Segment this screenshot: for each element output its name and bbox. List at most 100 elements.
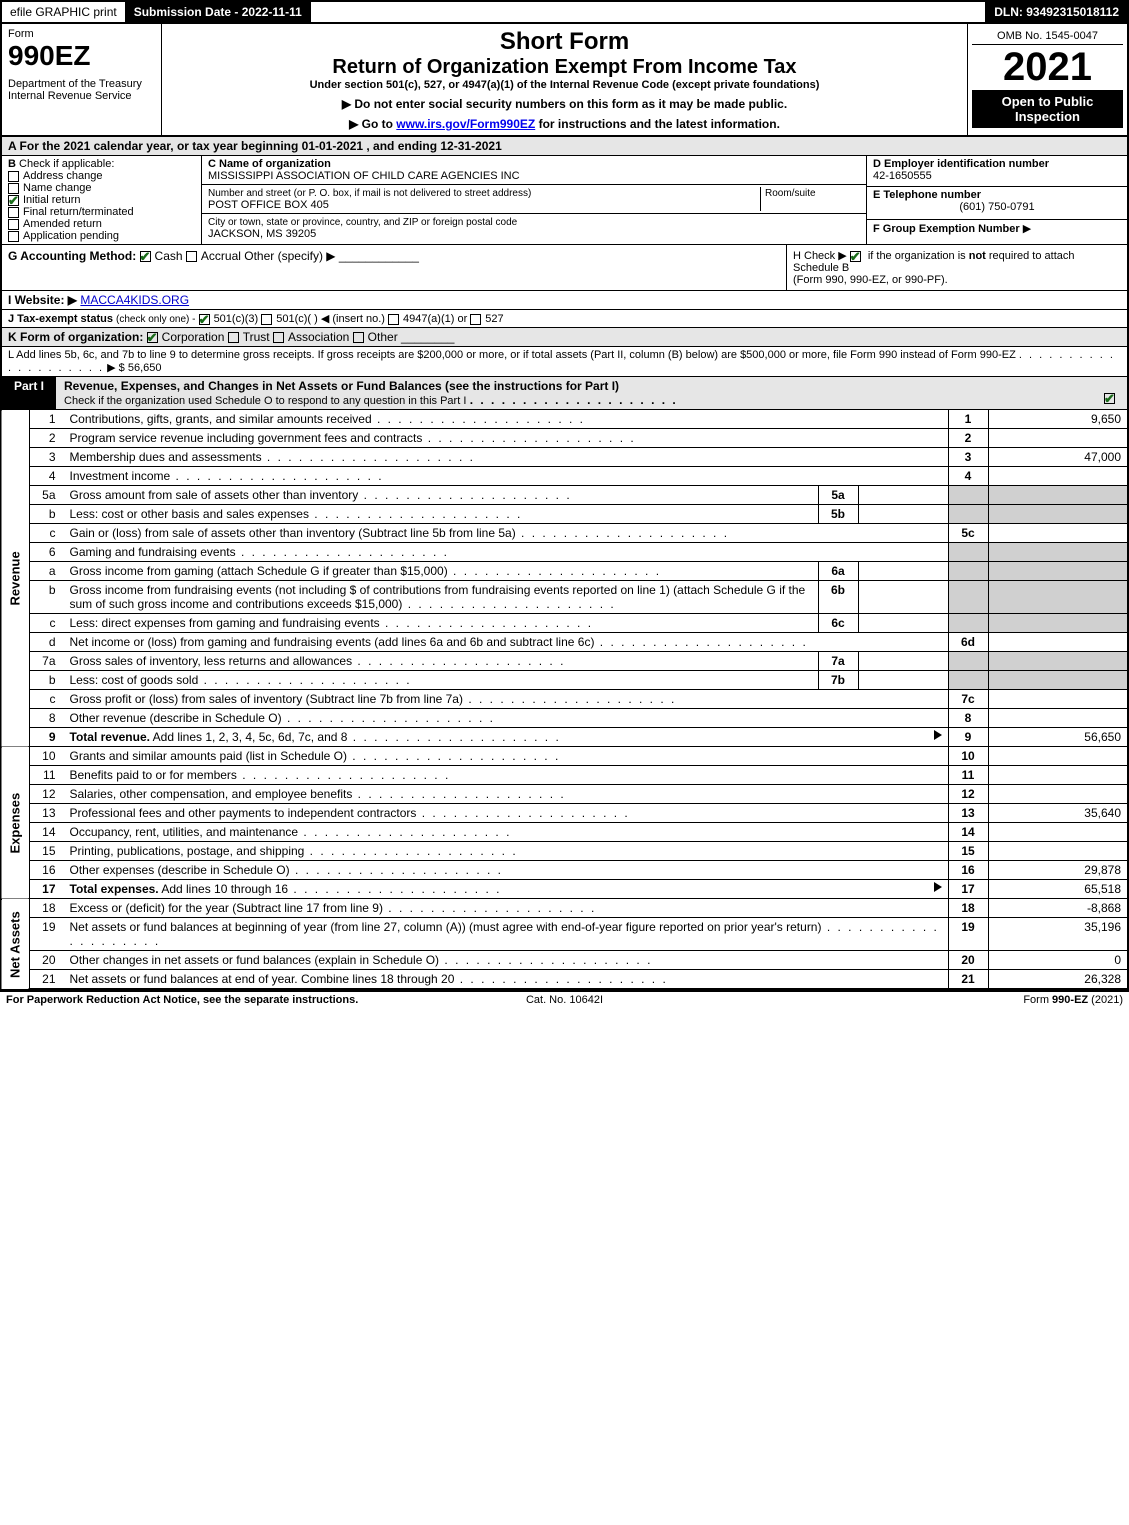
footer-left: For Paperwork Reduction Act Notice, see … (6, 994, 378, 1006)
dln-label: DLN: 93492315018112 (986, 2, 1127, 22)
table-row: Net Assets18Excess or (deficit) for the … (1, 899, 1128, 918)
line-number: c (30, 690, 64, 709)
line-number: 8 (30, 709, 64, 728)
chk-application-pending[interactable] (8, 231, 19, 242)
h-text3: (Form 990, 990-EZ, or 990-PF). (793, 274, 948, 286)
h-not: not (969, 250, 986, 262)
chk-initial-return[interactable] (8, 195, 19, 206)
right-line-no: 17 (948, 880, 988, 899)
dots (422, 431, 635, 445)
footer-right-bold: 990-EZ (1052, 994, 1088, 1006)
line-number: 18 (30, 899, 64, 918)
line-desc: Membership dues and assessments (64, 448, 949, 467)
city-row: City or town, state or province, country… (202, 214, 866, 242)
line-j-row: J Tax-exempt status (check only one) - 5… (0, 310, 1129, 328)
box-b: B Check if applicable: Address change Na… (2, 156, 202, 244)
line-number: a (30, 562, 64, 581)
chk-amended-return[interactable] (8, 219, 19, 230)
line-g: G Accounting Method: Cash Accrual Other … (2, 245, 787, 290)
arrow-icon (934, 882, 942, 892)
table-row: 12Salaries, other compensation, and empl… (1, 785, 1128, 804)
form-word: Form (8, 28, 155, 40)
chk-address-change[interactable] (8, 171, 19, 182)
right-line-no: 13 (948, 804, 988, 823)
irs-link[interactable]: www.irs.gov/Form990EZ (396, 117, 535, 131)
line-desc: Occupancy, rent, utilities, and maintena… (64, 823, 949, 842)
line-desc: Net income or (loss) from gaming and fun… (64, 633, 949, 652)
line-desc: Salaries, other compensation, and employ… (64, 785, 949, 804)
line-desc: Investment income (64, 467, 949, 486)
chk-other-org[interactable] (353, 332, 364, 343)
chk-h[interactable] (850, 251, 861, 262)
right-value (988, 429, 1128, 448)
group-arrow: ▶ (1023, 223, 1031, 235)
submission-date: Submission Date - 2022-11-11 (126, 2, 311, 22)
dots (262, 450, 475, 464)
table-row: 2Program service revenue including gover… (1, 429, 1128, 448)
dots (290, 863, 503, 877)
line-desc: Program service revenue including govern… (64, 429, 949, 448)
table-row: 14Occupancy, rent, utilities, and mainte… (1, 823, 1128, 842)
mid-value (858, 652, 948, 671)
line-desc: Printing, publications, postage, and shi… (64, 842, 949, 861)
shade-cell (948, 614, 988, 633)
line-number: b (30, 671, 64, 690)
chk-corp[interactable] (147, 332, 158, 343)
right-value (988, 690, 1128, 709)
right-value: 56,650 (988, 728, 1128, 747)
right-line-no: 20 (948, 951, 988, 970)
line-number: 15 (30, 842, 64, 861)
website-link[interactable]: MACCA4KIDS.ORG (80, 293, 189, 307)
efile-label: efile GRAPHIC print (2, 2, 126, 22)
right-value (988, 524, 1128, 543)
chk-4947[interactable] (388, 314, 399, 325)
line-desc: Gain or (loss) from sale of assets other… (64, 524, 949, 543)
side-label: Net Assets (1, 899, 30, 989)
chk-cash[interactable] (140, 251, 151, 262)
l-amount: ▶ $ 56,650 (107, 362, 161, 374)
line-desc: Gaming and fundraising events (64, 543, 949, 562)
dots (439, 953, 652, 967)
shade-cell (988, 486, 1128, 505)
chk-501c[interactable] (261, 314, 272, 325)
title-short: Short Form (170, 28, 959, 56)
check-if-label: Check if applicable: (19, 158, 114, 170)
part1-sub: Check if the organization used Schedule … (64, 395, 466, 407)
chk-schedule-o[interactable] (1104, 393, 1115, 404)
part1-title: Revenue, Expenses, and Changes in Net As… (56, 377, 1127, 409)
shade-cell (988, 671, 1128, 690)
right-line-no: 6d (948, 633, 988, 652)
line-number: 4 (30, 467, 64, 486)
line-number: 12 (30, 785, 64, 804)
table-row: 4Investment income4 (1, 467, 1128, 486)
right-value: 47,000 (988, 448, 1128, 467)
table-row: Expenses10Grants and similar amounts pai… (1, 747, 1128, 766)
street-label: Number and street (or P. O. box, if mail… (208, 188, 531, 199)
shade-cell (988, 614, 1128, 633)
dots (304, 844, 517, 858)
part1-dots (470, 393, 678, 407)
dots (298, 825, 511, 839)
chk-final-return[interactable] (8, 207, 19, 218)
dots (236, 545, 449, 559)
right-value: 65,518 (988, 880, 1128, 899)
dots (352, 654, 565, 668)
chk-501c3[interactable] (199, 314, 210, 325)
line-desc: Gross profit or (loss) from sales of inv… (64, 690, 949, 709)
line-number: b (30, 505, 64, 524)
chk-trust[interactable] (228, 332, 239, 343)
chk-assoc[interactable] (273, 332, 284, 343)
opt-4947: 4947(a)(1) or (403, 313, 467, 325)
line-i-row: I Website: ▶ MACCA4KIDS.ORG (0, 291, 1129, 310)
chk-accrual[interactable] (186, 251, 197, 262)
right-line-no: 2 (948, 429, 988, 448)
line-number: 11 (30, 766, 64, 785)
line-number: 6 (30, 543, 64, 562)
line-number: 21 (30, 970, 64, 990)
right-line-no: 8 (948, 709, 988, 728)
chk-527[interactable] (470, 314, 481, 325)
line-desc: Benefits paid to or for members (64, 766, 949, 785)
dots (380, 616, 593, 630)
right-line-no: 5c (948, 524, 988, 543)
line-number: 1 (30, 410, 64, 429)
